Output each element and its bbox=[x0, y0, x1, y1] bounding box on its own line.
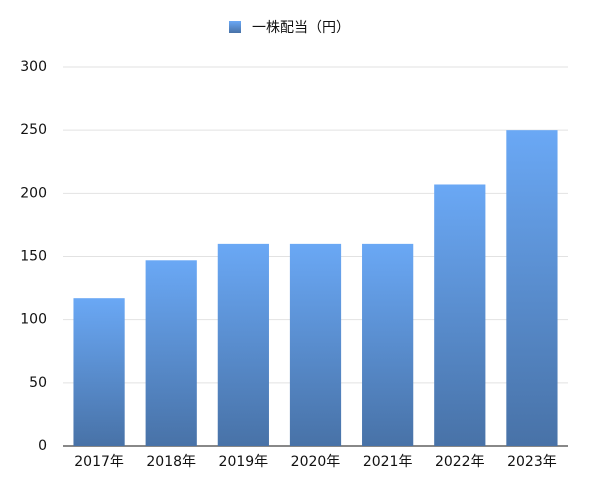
y-tick-label: 200 bbox=[20, 185, 47, 201]
y-tick-label: 300 bbox=[20, 59, 47, 75]
bar bbox=[362, 243, 414, 446]
bar bbox=[217, 243, 269, 446]
x-tick-label: 2023年 bbox=[507, 454, 557, 470]
y-tick-label: 150 bbox=[20, 249, 47, 265]
y-tick-label: 50 bbox=[29, 375, 47, 391]
bar bbox=[434, 184, 486, 447]
y-tick-label: 250 bbox=[20, 122, 47, 138]
legend-swatch bbox=[229, 21, 241, 33]
x-tick-label: 2020年 bbox=[291, 454, 341, 470]
bar bbox=[145, 260, 197, 446]
x-tick-label: 2017年 bbox=[74, 454, 124, 470]
x-tick-label: 2021年 bbox=[363, 454, 413, 470]
bar bbox=[289, 243, 342, 446]
y-tick-label: 100 bbox=[20, 312, 47, 328]
legend-label: 一株配当（円） bbox=[252, 20, 350, 36]
bar bbox=[506, 130, 558, 446]
bar bbox=[73, 298, 125, 446]
x-tick-label: 2018年 bbox=[146, 454, 196, 470]
legend: 一株配当（円） bbox=[229, 20, 350, 36]
y-tick-label: 0 bbox=[38, 438, 47, 454]
x-tick-label: 2022年 bbox=[435, 454, 485, 470]
x-tick-label: 2019年 bbox=[219, 454, 269, 470]
